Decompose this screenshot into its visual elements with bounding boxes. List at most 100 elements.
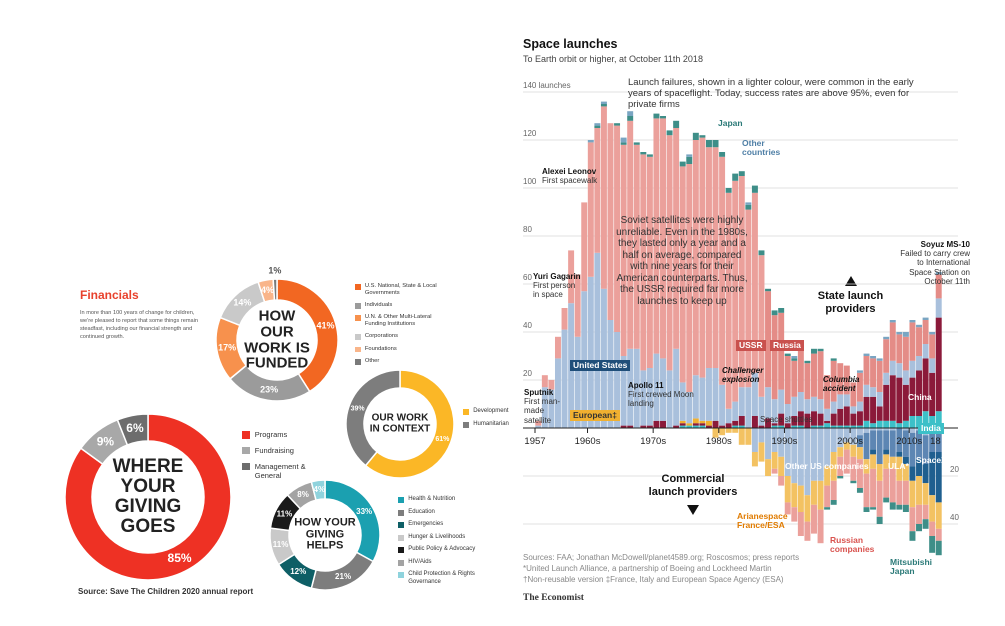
bar-segment [535,425,542,428]
legend-swatch [355,284,361,290]
bar-segment [902,430,909,457]
donut-title: HOW YOUR GIVING HELPS [294,516,356,552]
bar-segment [745,209,752,388]
bar-segment [817,425,824,428]
bar-segment [909,480,916,508]
series-label: Mitsubishi Japan [890,557,933,577]
donut-title: WHERE YOUR GIVING GOES [112,456,184,537]
legend-item: HIV/Aids [398,559,483,566]
bar-segment [784,423,791,428]
bar-segment [830,413,837,426]
bar-segment [922,411,929,428]
bar-segment [679,425,686,428]
bar-segment [653,420,660,428]
bar-segment [666,130,673,136]
bar-segment [856,428,863,436]
x-tick-label: 18 [930,436,941,447]
bar-segment [797,428,804,486]
bar-segment [673,348,680,426]
series-label: European‡ [570,410,620,422]
bar-segment [765,288,772,292]
bar-segment [876,464,883,481]
legend-label: Emergencies [408,521,444,528]
bar-segment [679,161,686,167]
legend-item: Individuals [355,302,450,309]
bar-segment [824,420,831,424]
bar-segment [771,399,778,424]
legend-item: Development [463,408,533,415]
bar-segment [758,425,765,428]
bar-segment [889,428,896,431]
x-tick-label: 1970s [640,436,666,447]
down-arrow [687,505,699,515]
bar-segment [797,512,804,536]
source-note: Source: Save The Children 2020 annual re… [78,587,254,596]
bar-segment [935,528,942,541]
donut-segment [276,278,339,393]
bar-segment [633,142,640,145]
bar-segment [850,406,857,414]
bar-segment [725,408,732,424]
bar-segment [909,507,916,532]
bar-segment [889,322,896,361]
bar-segment [771,452,778,469]
bar-segment [863,356,870,385]
bar-segment [725,423,732,428]
bar-segment [732,180,739,402]
legend-label: Child Protection & Rights Governance [408,571,475,585]
bar-segment [548,389,555,428]
bar-segment [719,425,726,428]
bar-segment [699,137,706,378]
bar-segment [574,336,581,428]
donut-segment [272,278,278,301]
bar-segment [935,411,942,428]
bar-segment [837,456,844,476]
series-label: Arianespace France/ESA [737,511,788,531]
legend-item: Fundraising [242,446,322,455]
bar-segment [876,406,883,421]
bar-segment [699,420,706,424]
bar-segment [896,504,903,510]
annotation-title: Soyuz MS-10 [920,240,970,249]
bar-segment [870,358,877,388]
bar-segment [863,473,870,508]
bar-segment [561,329,568,428]
legend-label: U.N. & Other Multi-Lateral Funding Insti… [364,314,432,328]
bar-segment [856,411,863,426]
bar-segment [889,468,896,503]
bar-segment [916,327,923,356]
legend-item: Corporations [355,333,450,341]
bar-segment [561,308,568,330]
bar-segment [732,425,739,428]
bar-segment [719,152,726,157]
bar-segment [778,425,785,428]
legend-swatch [355,334,361,341]
bar-segment [883,420,890,428]
bar-segment [791,483,798,508]
legend-label: U.S. National, State & Local Governments [364,283,437,296]
bar-segment [916,430,923,460]
bar-segment [738,416,745,426]
bar-segment [817,399,824,414]
series-label: SpaceX [916,455,947,465]
legend-swatch [355,358,361,365]
bar-segment [751,416,758,428]
bar-segment [614,123,621,126]
bar-segment [804,360,811,364]
bar-segment [778,456,785,476]
bar-segment [679,382,686,421]
bar-segment [791,396,798,416]
y-tick-label: 20 [950,465,959,474]
bar-segment [778,308,785,313]
value-label: 14% [233,298,251,308]
bar-segment [843,365,850,395]
bar-segment [804,495,811,522]
bar-segment [745,387,752,428]
annotation-title: Sputnik [524,388,554,397]
bar-segment [922,358,929,412]
bar-segment [699,423,706,426]
bar-segment [909,428,916,433]
y-tick-label: 100 [523,177,537,186]
bar-segment [902,480,909,505]
